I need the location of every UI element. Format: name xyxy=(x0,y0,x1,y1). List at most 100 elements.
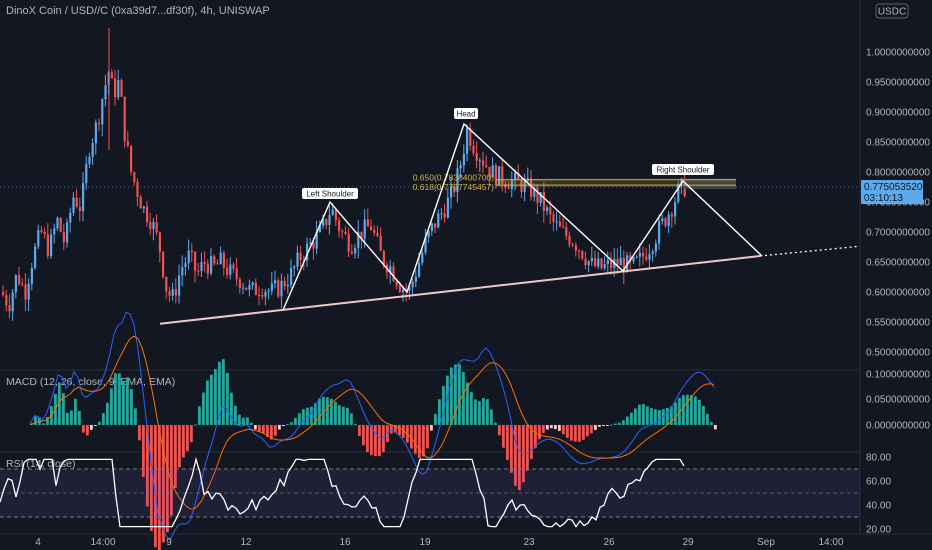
candle-body xyxy=(267,290,270,292)
candle-body xyxy=(440,213,443,215)
candle-body xyxy=(155,222,158,233)
candle-body xyxy=(594,258,597,267)
head-and-shoulders-pattern[interactable] xyxy=(159,122,859,325)
macd-histogram-bar xyxy=(418,425,421,459)
macd-histogram-bar xyxy=(162,425,165,543)
right-shoulder-label: Right Shoulder xyxy=(657,166,710,175)
candle-body xyxy=(229,264,232,275)
candle-body xyxy=(632,257,635,262)
candle-body xyxy=(443,213,446,218)
macd-histogram-bar xyxy=(402,425,405,438)
macd-histogram-bar xyxy=(182,425,185,458)
macd-histogram-bar xyxy=(134,408,137,425)
macd-histogram-bar xyxy=(110,388,113,425)
candle-body xyxy=(21,284,24,286)
macd-histogram-bar xyxy=(290,422,293,425)
candle-body xyxy=(130,145,133,173)
candle-body xyxy=(350,251,353,254)
macd-line xyxy=(29,311,715,541)
price-tick-label: 1.0000000000 xyxy=(866,48,930,59)
candle-body xyxy=(261,295,264,297)
candle-body xyxy=(389,266,392,273)
time-axis[interactable]: 4 14:00 9 12 16 19 23 26 29 Sep 14:00 xyxy=(35,537,844,548)
candle-body xyxy=(226,267,229,275)
candle-body xyxy=(235,268,238,280)
candle-body xyxy=(53,228,56,235)
candle-body xyxy=(574,245,577,251)
candle-body xyxy=(638,252,641,257)
head-annotation[interactable]: Head xyxy=(454,108,478,119)
candle-body xyxy=(283,280,286,287)
macd-histogram-bar xyxy=(266,425,269,437)
macd-histogram-bar xyxy=(94,425,97,426)
macd-histogram-bar xyxy=(86,425,89,436)
macd-histogram-bar xyxy=(574,425,577,442)
neckline-extension xyxy=(759,245,859,257)
candle-body xyxy=(568,235,571,245)
candle-body xyxy=(616,258,619,266)
macd-histogram-bar xyxy=(630,412,633,425)
macd-histogram-bar xyxy=(258,425,261,432)
candle-body xyxy=(315,231,318,249)
macd-histogram-bar xyxy=(490,409,493,425)
macd-histogram-bar xyxy=(702,405,705,425)
macd-histogram-bar xyxy=(638,404,641,425)
macd-histogram-bar xyxy=(150,425,153,531)
macd-histogram-bar xyxy=(694,396,697,425)
candle-body xyxy=(382,250,385,265)
time-tick-label: 9 xyxy=(166,537,172,548)
candle-body xyxy=(270,283,273,291)
candle-body xyxy=(498,166,501,185)
candle-body xyxy=(552,214,555,222)
symbol-title: DinoX Coin / USD//C (0xa39d7...df30f), 4… xyxy=(6,5,270,17)
macd-histogram-bar xyxy=(166,425,169,533)
macd-histogram-bar xyxy=(66,412,69,425)
candle-body xyxy=(366,219,369,227)
candle-body xyxy=(203,262,206,264)
candle-body xyxy=(651,251,654,255)
candle-body xyxy=(117,80,120,98)
rsi-tick-label: 80.00 xyxy=(866,453,891,464)
currency-badge[interactable]: USDC xyxy=(875,3,909,19)
time-tick-label: 12 xyxy=(240,537,252,548)
candle-body xyxy=(395,280,398,286)
left-shoulder-annotation[interactable]: Left Shoulder xyxy=(302,188,358,199)
candle-body xyxy=(40,230,43,232)
macd-histogram-bar xyxy=(502,425,505,448)
macd-histogram-bar xyxy=(450,367,453,425)
candle-body xyxy=(629,255,632,262)
candle-body xyxy=(619,257,622,266)
macd-histogram-bar xyxy=(354,424,357,426)
macd-histogram-bar xyxy=(422,425,425,457)
candle-body xyxy=(88,156,91,164)
macd-histogram-bar xyxy=(306,407,309,425)
macd-histogram-bar xyxy=(582,425,585,440)
macd-histogram-bar xyxy=(70,410,73,425)
macd-histogram-bar xyxy=(498,425,501,436)
candle-body xyxy=(232,264,235,269)
macd-histogram-bar xyxy=(714,425,717,430)
macd-histogram-bar xyxy=(554,425,557,430)
candle-body xyxy=(277,280,280,297)
price-tick-label: 0.7000000000 xyxy=(866,228,930,239)
candle-body xyxy=(14,275,17,293)
rsi-indicator[interactable] xyxy=(0,456,685,528)
fib-retracement-zone[interactable]: 0.650(0.7838400700) 0.618(0.7797745457) xyxy=(413,173,736,192)
candle-body xyxy=(334,209,337,221)
candle-body xyxy=(555,221,558,223)
right-shoulder-annotation[interactable]: Right Shoulder xyxy=(652,164,714,175)
macd-histogram-bar xyxy=(462,371,465,425)
macd-histogram-bar xyxy=(342,406,345,425)
candle-body xyxy=(94,122,97,144)
macd-histogram-bar xyxy=(438,399,441,425)
macd-indicator[interactable] xyxy=(29,311,717,550)
time-tick-label: 23 xyxy=(523,537,535,548)
macd-histogram-bar xyxy=(346,407,349,425)
candle-body xyxy=(363,219,366,239)
macd-histogram-bar xyxy=(114,373,117,425)
price-axis[interactable]: 1.0000000000 0.9500000000 0.9000000000 0.85… xyxy=(866,48,930,359)
candle-body xyxy=(290,267,293,285)
candle-body xyxy=(354,247,357,254)
candle-body xyxy=(344,231,347,234)
